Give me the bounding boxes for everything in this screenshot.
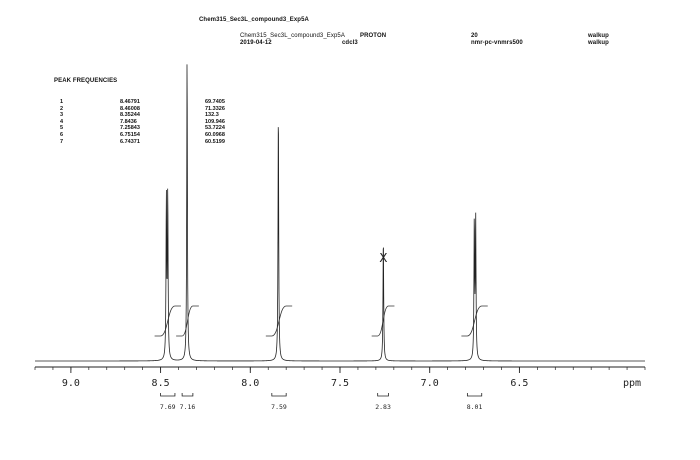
peak-table-title: PEAK FREQUENCIES [54, 78, 118, 84]
integral-value: 7.69 [160, 403, 176, 411]
peak-ppm: 7.8436 [120, 118, 137, 125]
integral-bracket [160, 393, 176, 397]
solvent: cdcl3 [342, 40, 358, 46]
integral-value: 2.83 [375, 403, 391, 411]
peak-index: 4 [60, 118, 64, 125]
peak-height: 60.5199 [205, 138, 225, 145]
experiment: PROTON [360, 33, 387, 39]
spectrum-trace [35, 64, 645, 362]
peak-height: 71.3326 [205, 105, 225, 112]
temperature: 20 [471, 33, 478, 39]
x-tick-label: 7.0 [421, 378, 439, 389]
peak-ppm: 8.46008 [120, 105, 140, 112]
peak-height: 132.3 [205, 112, 219, 119]
integral-curve [371, 305, 395, 337]
peak-height: 69.7405 [205, 99, 225, 105]
peak-height: 109.946 [205, 118, 225, 125]
integral-value: 7.16 [180, 403, 196, 411]
peak-height: 53.7224 [205, 125, 225, 132]
integral-bracket [181, 393, 194, 397]
peak-index: 3 [60, 112, 64, 119]
peak-ppm: 8.35244 [120, 112, 140, 119]
x-tick-label: 9.0 [62, 378, 80, 389]
x-tick-label: 8.5 [152, 378, 170, 389]
top-title: Chem315_Sec3L_compound3_Exp5A [199, 17, 309, 23]
integral-curve [265, 305, 293, 337]
integral-curve [154, 305, 181, 337]
integral-value: 7.59 [271, 403, 287, 411]
integral-curve [461, 305, 488, 337]
integral-bracket [466, 393, 483, 397]
peak-ppm: 7.25843 [120, 125, 140, 132]
x-tick-label: 8.0 [241, 378, 259, 389]
integral-bracket [377, 393, 389, 397]
peak-ppm: 6.75154 [120, 131, 140, 138]
peak-ppm: 8.46791 [120, 99, 140, 105]
integral-value: 8.01 [467, 403, 483, 411]
peak-ppm: 6.74371 [120, 138, 140, 145]
x-tick-label: 6.5 [510, 378, 528, 389]
integral-curve [176, 305, 199, 337]
peak-height: 60.0968 [205, 131, 225, 138]
peak-index: 1 [60, 99, 64, 105]
operator-2: walkup [588, 40, 609, 46]
date: 2019-04-12 [240, 40, 272, 46]
instrument: nmr-pc-vnmrs500 [471, 40, 523, 46]
x-tick-label: 7.5 [331, 378, 349, 389]
solvent-marker: X [379, 251, 387, 265]
peak-index: 5 [60, 125, 64, 132]
operator-1: walkup [588, 33, 609, 39]
peak-index: 6 [60, 131, 64, 138]
integral-bracket [271, 393, 287, 397]
peak-index: 2 [60, 105, 64, 112]
x-axis-label: ppm [623, 378, 641, 389]
file-name: Chem315_Sec3L_compound3_Exp5A [240, 33, 345, 39]
peak-index: 7 [60, 138, 64, 145]
